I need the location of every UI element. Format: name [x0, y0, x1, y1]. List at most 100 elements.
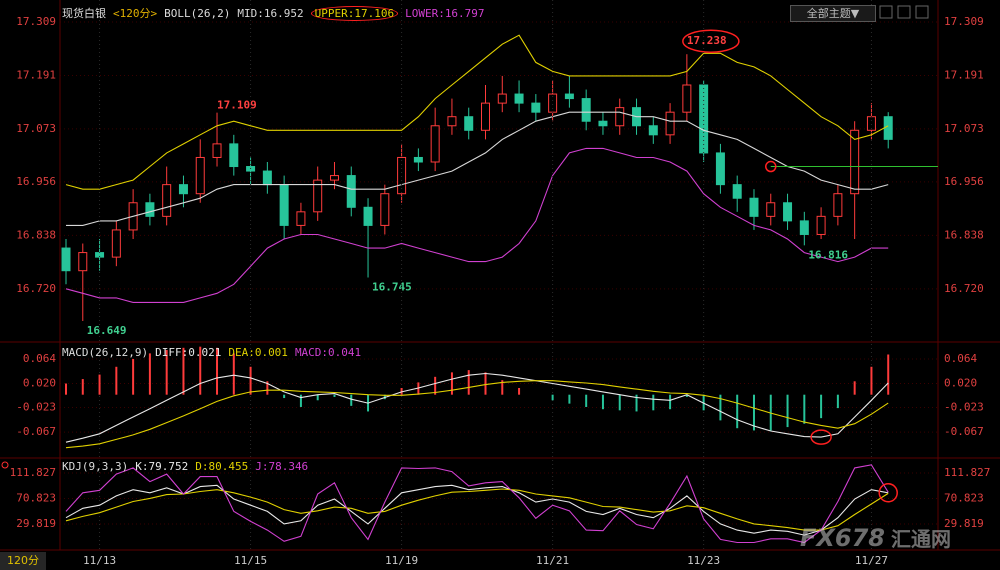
y-tick-label: 17.073	[16, 122, 56, 135]
candle-body	[111, 229, 121, 258]
x-tick-label: 11/21	[536, 554, 569, 567]
extreme-label: 17.109	[217, 99, 257, 112]
panel-title: KDJ(9,3,3)	[62, 460, 129, 473]
y-tick-label: 16.720	[16, 282, 56, 295]
candle-body	[61, 247, 71, 272]
legend-entry: LOWER:16.797	[405, 7, 485, 20]
watermark: FX678 汇通网	[800, 523, 951, 552]
candle-body	[162, 184, 172, 217]
series-line	[65, 484, 889, 536]
main-header: 现货白银 <120分> BOLL(26,2) MID:16.952 UPPER:17.1…	[62, 5, 492, 21]
highlight-circle	[682, 29, 740, 53]
candle-body	[363, 206, 373, 226]
watermark-site: 汇通网	[891, 527, 951, 551]
candle-body	[380, 193, 390, 226]
candle-body	[732, 184, 742, 199]
panel-title: 现货白银	[62, 7, 106, 20]
panel-title: MACD(26,12,9)	[62, 346, 149, 359]
candle-body	[145, 202, 155, 217]
legend-entry: D:80.455	[195, 460, 249, 473]
macd-header: MACD(26,12,9) DIFF:0.021 DEA:0.001 MACD:0.0…	[62, 346, 368, 359]
kdj-header: KDJ(9,3,3) K:79.752 D:80.455 J:78.346	[62, 460, 315, 473]
candle-body	[78, 252, 88, 272]
indicator-name: BOLL(26,2)	[164, 7, 231, 20]
series-line	[65, 464, 889, 544]
y-tick-label: 70.823	[16, 491, 56, 504]
candle-body	[833, 193, 843, 217]
candle-body	[699, 84, 709, 154]
highlight-circle	[810, 429, 832, 445]
candle-body	[497, 93, 507, 104]
candle-body	[564, 93, 574, 100]
legend-entry: DIFF:0.021	[155, 346, 222, 359]
candle-body	[195, 156, 205, 195]
candle-body	[279, 184, 289, 226]
y-tick-label-right: 0.020	[944, 377, 977, 390]
panel-subtitle: <120分>	[113, 7, 158, 20]
y-tick-label-right: 0.064	[944, 352, 977, 365]
y-tick-label-right: 16.720	[944, 282, 984, 295]
panel-icon	[1, 461, 9, 469]
series-line	[66, 111, 889, 226]
toolbar-icon[interactable]	[915, 5, 929, 19]
candle-body	[481, 102, 490, 131]
candle-body	[464, 116, 474, 131]
candle-body	[665, 111, 675, 136]
candle-body	[313, 179, 323, 213]
legend-entry: K:79.752	[135, 460, 189, 473]
y-tick-label: 29.819	[16, 517, 56, 530]
candle-body	[397, 156, 407, 195]
x-tick-label: 11/13	[83, 554, 116, 567]
legend-entry: MID:16.952	[237, 7, 304, 20]
series-line	[65, 488, 889, 531]
highlight-circle	[765, 160, 777, 173]
theme-menu[interactable]: 全部主题▼	[790, 5, 876, 22]
candle-body	[648, 125, 658, 136]
legend-entry: UPPER:17.106	[310, 6, 399, 21]
y-tick-label-right: 17.309	[944, 15, 984, 28]
candle-body	[229, 143, 239, 168]
candle-body	[799, 220, 809, 235]
toolbar-icon[interactable]	[897, 5, 911, 19]
y-tick-label: 111.827	[10, 466, 56, 479]
highlight-circle	[878, 483, 898, 503]
y-tick-label: -0.023	[16, 401, 56, 414]
candle-body	[883, 116, 893, 140]
candle-body	[514, 93, 524, 104]
candle-body	[212, 143, 222, 158]
candle-body	[850, 129, 860, 195]
candle-body	[430, 125, 440, 163]
extreme-label: 16.649	[87, 324, 127, 337]
y-tick-label: 16.838	[16, 228, 56, 241]
x-tick-label: 11/27	[855, 554, 888, 567]
extreme-label: 17.238	[687, 34, 727, 47]
x-tick-label: 11/23	[687, 554, 720, 567]
y-tick-label-right: 70.823	[944, 491, 984, 504]
y-tick-label: 0.020	[23, 377, 56, 390]
candle-body	[296, 211, 306, 226]
y-tick-label: 17.309	[16, 15, 56, 28]
y-tick-label-right: 111.827	[944, 466, 990, 479]
legend-entry: DEA:0.001	[228, 346, 288, 359]
extreme-label: 16.745	[372, 280, 412, 293]
toolbar-icon[interactable]	[879, 5, 893, 19]
candle-body	[766, 202, 776, 217]
legend-entry: J:78.346	[255, 460, 309, 473]
extreme-label: 16.816	[808, 248, 848, 261]
candle-body	[816, 215, 826, 235]
x-tick-label: 11/19	[385, 554, 418, 567]
series-line	[65, 372, 889, 443]
candle-body	[749, 197, 759, 217]
y-tick-label-right: -0.067	[944, 425, 984, 438]
watermark-brand: FX678	[800, 524, 885, 552]
x-tick-label: 11/15	[234, 554, 267, 567]
y-tick-label: 0.064	[23, 352, 56, 365]
period-tab[interactable]: 120分	[0, 552, 46, 570]
y-tick-label-right: 17.191	[944, 68, 984, 81]
candle-body	[682, 84, 692, 113]
y-tick-label-right: 16.838	[944, 228, 984, 241]
candle-body	[783, 202, 793, 222]
